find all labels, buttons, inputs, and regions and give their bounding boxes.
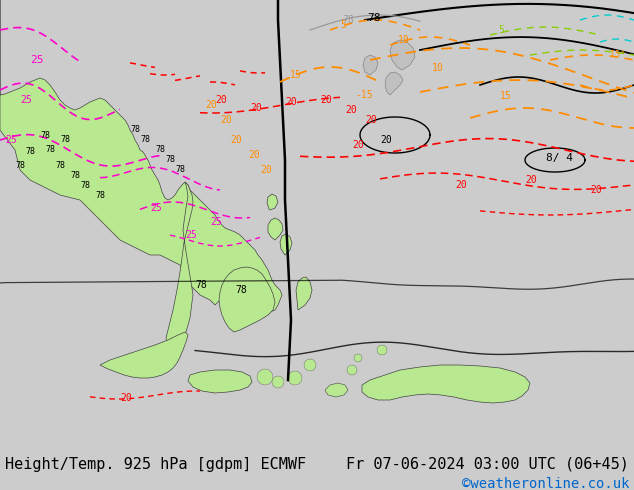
Text: 25: 25 xyxy=(5,135,16,145)
Polygon shape xyxy=(304,359,316,371)
Text: 78: 78 xyxy=(342,15,354,25)
Polygon shape xyxy=(280,234,292,255)
Text: 25: 25 xyxy=(150,203,162,213)
Text: 78: 78 xyxy=(165,155,175,165)
Text: 20: 20 xyxy=(205,100,217,110)
Text: 25: 25 xyxy=(185,230,197,240)
Text: Height/Temp. 925 hPa [gdpm] ECMWF: Height/Temp. 925 hPa [gdpm] ECMWF xyxy=(5,457,306,471)
Text: 78: 78 xyxy=(40,130,50,140)
Text: 20: 20 xyxy=(120,393,132,403)
Text: 78: 78 xyxy=(235,285,247,295)
Text: 20: 20 xyxy=(590,185,602,195)
Text: 5: 5 xyxy=(498,25,504,35)
Text: 78: 78 xyxy=(95,191,105,199)
Polygon shape xyxy=(354,354,362,362)
Text: 20: 20 xyxy=(285,97,297,107)
Polygon shape xyxy=(267,194,278,210)
Polygon shape xyxy=(385,72,403,95)
Polygon shape xyxy=(219,267,275,332)
Text: 78: 78 xyxy=(25,147,35,156)
Text: 78: 78 xyxy=(70,171,80,179)
Text: 25: 25 xyxy=(30,55,44,65)
Text: 15: 15 xyxy=(500,91,512,101)
Text: -15: -15 xyxy=(355,90,373,100)
Text: 78: 78 xyxy=(130,125,140,134)
Text: 78: 78 xyxy=(55,161,65,170)
Text: 25: 25 xyxy=(210,217,222,227)
Polygon shape xyxy=(188,370,252,393)
Text: Fr 07-06-2024 03:00 UTC (06+45): Fr 07-06-2024 03:00 UTC (06+45) xyxy=(346,457,629,471)
Text: 15^: 15^ xyxy=(610,50,625,59)
Polygon shape xyxy=(0,0,282,312)
Text: 20: 20 xyxy=(220,115,232,125)
Polygon shape xyxy=(377,345,387,355)
Text: 78: 78 xyxy=(195,280,207,290)
Text: 20: 20 xyxy=(352,140,364,150)
Polygon shape xyxy=(363,55,378,75)
Text: 20: 20 xyxy=(320,95,332,105)
Text: 78: 78 xyxy=(140,136,150,145)
Polygon shape xyxy=(268,218,283,240)
Text: 10: 10 xyxy=(432,63,444,73)
Text: 20: 20 xyxy=(215,95,227,105)
Text: 10: 10 xyxy=(398,35,410,45)
Text: ©weatheronline.co.uk: ©weatheronline.co.uk xyxy=(462,477,629,490)
Text: 20: 20 xyxy=(248,150,260,160)
Polygon shape xyxy=(100,332,188,378)
Text: 78: 78 xyxy=(175,166,185,174)
Polygon shape xyxy=(362,365,530,403)
Text: 78: 78 xyxy=(15,161,25,170)
Text: 25: 25 xyxy=(20,95,32,105)
Text: 20: 20 xyxy=(525,175,537,185)
Text: 78: 78 xyxy=(80,180,90,190)
Polygon shape xyxy=(166,182,193,352)
Text: 78: 78 xyxy=(60,136,70,145)
Text: 20: 20 xyxy=(230,135,242,145)
Text: 78: 78 xyxy=(367,13,380,23)
Text: 20: 20 xyxy=(380,135,392,145)
Text: 20: 20 xyxy=(345,105,357,115)
Polygon shape xyxy=(390,40,415,70)
Text: 78: 78 xyxy=(155,146,165,154)
Text: 20: 20 xyxy=(455,180,467,190)
Text: 20: 20 xyxy=(250,103,262,113)
Polygon shape xyxy=(257,369,273,385)
Text: 15: 15 xyxy=(290,70,302,80)
Text: 5: 5 xyxy=(340,20,346,30)
Text: 20: 20 xyxy=(260,165,272,175)
Polygon shape xyxy=(296,277,312,310)
Polygon shape xyxy=(325,383,348,397)
Text: 78: 78 xyxy=(45,146,55,154)
Polygon shape xyxy=(272,376,284,388)
Text: 20: 20 xyxy=(365,115,377,125)
Text: 8/ 4: 8/ 4 xyxy=(546,153,573,163)
Polygon shape xyxy=(288,371,302,385)
Polygon shape xyxy=(347,365,357,375)
